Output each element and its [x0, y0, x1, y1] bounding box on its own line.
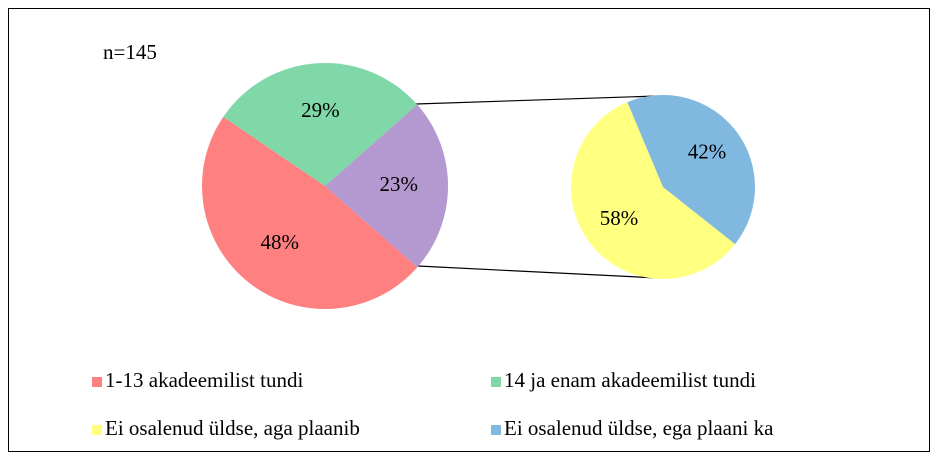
legend-swatch: [491, 425, 501, 435]
connector-line: [415, 95, 658, 105]
pie-slice: [325, 104, 448, 268]
pie-slice: [627, 95, 755, 245]
legend-label: Ei osalenud üldse, aga plaanib: [105, 416, 360, 440]
connector-line: [417, 265, 659, 279]
pie-slice: [223, 63, 418, 186]
legend-swatch: [491, 377, 501, 387]
data-label: 42%: [688, 139, 727, 163]
legend-label: Ei osalenud üldse, ega plaani ka: [504, 416, 774, 440]
data-label: 23%: [380, 172, 419, 196]
data-label: 29%: [301, 98, 340, 122]
data-label: 48%: [261, 230, 300, 254]
annotation: n=145: [103, 40, 157, 64]
legend-swatch: [92, 377, 102, 387]
pie-slice: [570, 102, 736, 280]
legend-label: 1-13 akadeemilist tundi: [105, 368, 303, 392]
chart-border: [8, 8, 930, 452]
legend-swatch: [92, 425, 102, 435]
data-label: 58%: [600, 206, 639, 230]
pie-slice: [202, 116, 418, 309]
legend-label: 14 ja enam akadeemilist tundi: [504, 368, 756, 392]
